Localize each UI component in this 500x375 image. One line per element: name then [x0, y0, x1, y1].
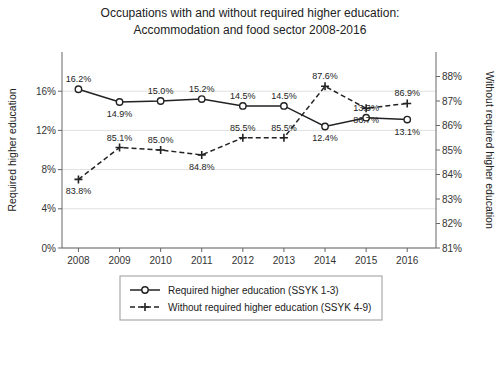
y2-axis-label: Without required higher education — [484, 71, 496, 229]
point — [157, 98, 163, 104]
x-tick-label: 2013 — [273, 255, 296, 266]
point — [321, 82, 329, 90]
legend-marker — [141, 303, 149, 311]
point — [403, 99, 411, 107]
legend: Required higher education (SSYK 1-3) With… — [120, 276, 382, 320]
y2-tick-label: 86% — [442, 120, 462, 131]
point — [157, 146, 165, 154]
y2-tick — [436, 125, 440, 126]
point — [116, 144, 124, 152]
y2-tick-label: 81% — [442, 243, 462, 254]
y-tick-label: 12% — [36, 125, 56, 136]
x-tick — [325, 248, 326, 252]
data-label: 85.0% — [148, 135, 174, 145]
x-tick — [407, 248, 408, 252]
legend-marker — [142, 287, 148, 293]
x-tick-label: 2008 — [67, 255, 90, 266]
y2-tick — [436, 76, 440, 77]
y2-tick-label: 88% — [442, 71, 462, 82]
point — [198, 151, 206, 159]
x-tick — [78, 248, 79, 252]
y-tick — [58, 91, 62, 92]
y-tick-label: 4% — [42, 203, 57, 214]
y2-tick — [436, 223, 440, 224]
data-label: 14.5% — [271, 91, 297, 101]
y-tick — [58, 130, 62, 131]
x-tick — [366, 248, 367, 252]
x-tick — [201, 248, 202, 252]
y2-tick — [436, 199, 440, 200]
y-tick-label: 16% — [36, 86, 56, 97]
data-label: 16.2% — [66, 74, 92, 84]
legend-frame — [120, 276, 382, 320]
data-label: 83.8% — [66, 186, 92, 196]
x-tick-label: 2010 — [150, 255, 173, 266]
y2-tick-label: 87% — [442, 96, 462, 107]
point — [239, 134, 247, 142]
data-label: 87.6% — [312, 71, 338, 81]
point — [404, 116, 410, 122]
line — [78, 86, 407, 179]
grid-line — [62, 248, 436, 249]
data-label: 15.2% — [189, 84, 215, 94]
point — [281, 103, 287, 109]
y2-tick-label: 83% — [442, 194, 462, 205]
data-labels: 16.2% 14.9% 15.0% 15.2% 14.5% 14.5% 12.4% 13.3%… — [66, 71, 420, 196]
x-tick — [283, 248, 284, 252]
grid-line — [62, 169, 436, 170]
data-label: 86.7% — [353, 115, 379, 125]
x-tick-label: 2016 — [396, 255, 419, 266]
point — [74, 175, 82, 183]
y2-tick — [436, 150, 440, 151]
y-tick — [58, 169, 62, 170]
data-label: 15.0% — [148, 86, 174, 96]
line — [78, 89, 407, 126]
y-tick — [58, 208, 62, 209]
x-tick-label: 2011 — [191, 255, 213, 266]
y-axis-line — [62, 52, 63, 248]
y2-tick-label: 84% — [442, 169, 462, 180]
x-axis-line — [62, 248, 436, 249]
x-tick — [119, 248, 120, 252]
y2-tick — [436, 248, 440, 249]
y2-tick-label: 85% — [442, 145, 462, 156]
point — [75, 86, 81, 92]
title: Occupations with and without required hi… — [101, 6, 400, 20]
data-label: 84.8% — [189, 162, 215, 172]
y2-tick — [436, 101, 440, 102]
data-label: 14.5% — [230, 91, 256, 101]
data-label: 13.3% — [353, 103, 379, 113]
y-tick — [58, 248, 62, 249]
y-axis-label: Required higher education — [6, 88, 18, 211]
y-tick-label: 0% — [42, 243, 57, 254]
point — [240, 103, 246, 109]
point — [116, 99, 122, 105]
x-tick — [242, 248, 243, 252]
x-tick-label: 2012 — [232, 255, 255, 266]
y-tick-label: 8% — [42, 164, 57, 175]
data-label: 86.9% — [394, 88, 420, 98]
x-tick — [160, 248, 161, 252]
y2-tick — [436, 174, 440, 175]
data-label: 85.5% — [271, 123, 297, 133]
data-label: 14.9% — [107, 109, 133, 119]
legend-label: Without required higher education (SSYK … — [168, 302, 371, 313]
background — [0, 0, 500, 375]
subtitle: Accommodation and food sector 2008-2016 — [134, 23, 367, 37]
point — [199, 96, 205, 102]
x-tick-label: 2009 — [108, 255, 131, 266]
point — [280, 134, 288, 142]
x-tick-label: 2014 — [314, 255, 337, 266]
data-label: 13.1% — [394, 127, 420, 137]
y2-tick-label: 82% — [442, 218, 462, 229]
x-tick-label: 2015 — [355, 255, 378, 266]
data-label: 85.5% — [230, 123, 256, 133]
data-label: 85.1% — [107, 133, 133, 143]
legend-label: Required higher education (SSYK 1-3) — [168, 285, 339, 296]
data-label: 12.4% — [312, 133, 338, 143]
plot-area — [74, 82, 411, 183]
point — [322, 123, 328, 129]
grid-line — [62, 208, 436, 209]
